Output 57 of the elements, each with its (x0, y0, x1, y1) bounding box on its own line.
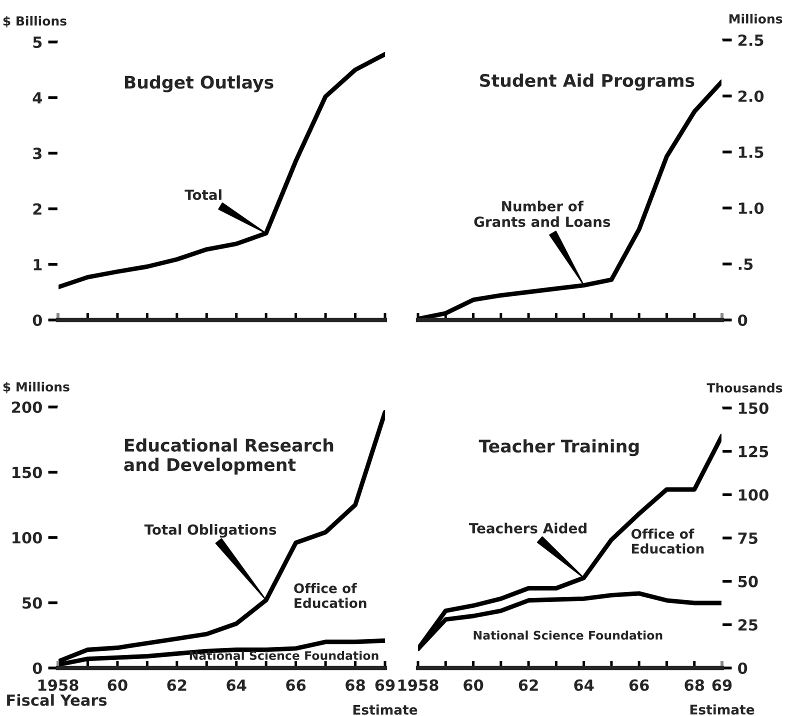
x-tick-label: 69 (375, 679, 395, 691)
text: Estimate (353, 704, 418, 715)
x-tick-label: 68 (346, 679, 365, 691)
y-tick-label: 100 (12, 532, 42, 544)
series-label: Number of Grants and Loans (474, 200, 610, 228)
y-tick-label: 5 (33, 36, 42, 48)
y-axis-title: $ Millions (3, 382, 70, 394)
y-tick-label: 0 (32, 314, 42, 326)
y-tick-label: 2 (33, 203, 42, 215)
x-tick-label: 69 (712, 679, 732, 691)
x-axis-title: Fiscal Years (7, 694, 107, 706)
y-tick-label: .5 (738, 258, 753, 270)
series-label: Teachers Aided (468, 522, 586, 534)
x-tick-label: 66 (629, 679, 649, 691)
x-tick-label: 1958 (38, 679, 78, 691)
y-tick-label: 1 (34, 259, 42, 270)
y-tick-label: 25 (738, 619, 758, 631)
text: Budget Outlays (124, 75, 274, 92)
annotation: National Science Foundation (474, 630, 662, 640)
annotation: Office of Education (294, 583, 366, 608)
x-tick-label: 68 (684, 679, 704, 691)
x-tick-label: 64 (226, 679, 246, 691)
y-tick-label: 50 (738, 576, 758, 588)
y-tick-label: 0 (32, 662, 42, 674)
y-axis-title: Millions (729, 14, 782, 24)
x-tick-label: 60 (108, 679, 128, 691)
y-tick-label: 4 (32, 92, 42, 104)
y-axis-title: Thousands (706, 382, 782, 393)
text: Estimate (690, 704, 754, 715)
y-tick-label: 75 (738, 532, 758, 544)
text: Teacher Training (478, 439, 639, 456)
y-tick-label: 1.0 (739, 202, 764, 214)
y-tick-label: 200 (12, 401, 42, 414)
x-tick-label: 66 (286, 679, 306, 691)
y-tick-label: 150 (12, 466, 42, 478)
text: Educational Research and Development (124, 438, 334, 475)
line-series (58, 52, 385, 290)
text: Total (184, 189, 222, 200)
y-tick-label: 0 (738, 662, 748, 674)
y-tick-label: 3 (33, 148, 42, 160)
y-tick-label: 50 (22, 597, 42, 609)
x-tick-label: 64 (574, 679, 594, 691)
x-tick-label: 1958 (398, 679, 438, 691)
x-tick-label: 62 (167, 679, 186, 691)
y-tick-label: 150 (739, 402, 768, 414)
y-tick-label: 100 (739, 489, 768, 501)
x-tick-label: 62 (518, 679, 538, 691)
y-tick-label: 0 (738, 314, 748, 326)
y-axis-title: $ Billions (3, 16, 66, 28)
y-tick-label: 2.5 (738, 34, 764, 46)
series-label: Total Obligations (144, 524, 276, 538)
text: Student Aid Programs (480, 74, 694, 91)
annotation: Office of Education (631, 528, 704, 554)
y-tick-label: 2.0 (738, 90, 764, 102)
y-tick-label: 1.5 (739, 146, 764, 158)
y-tick-label: 125 (739, 446, 768, 458)
x-tick-label: 60 (464, 679, 484, 691)
